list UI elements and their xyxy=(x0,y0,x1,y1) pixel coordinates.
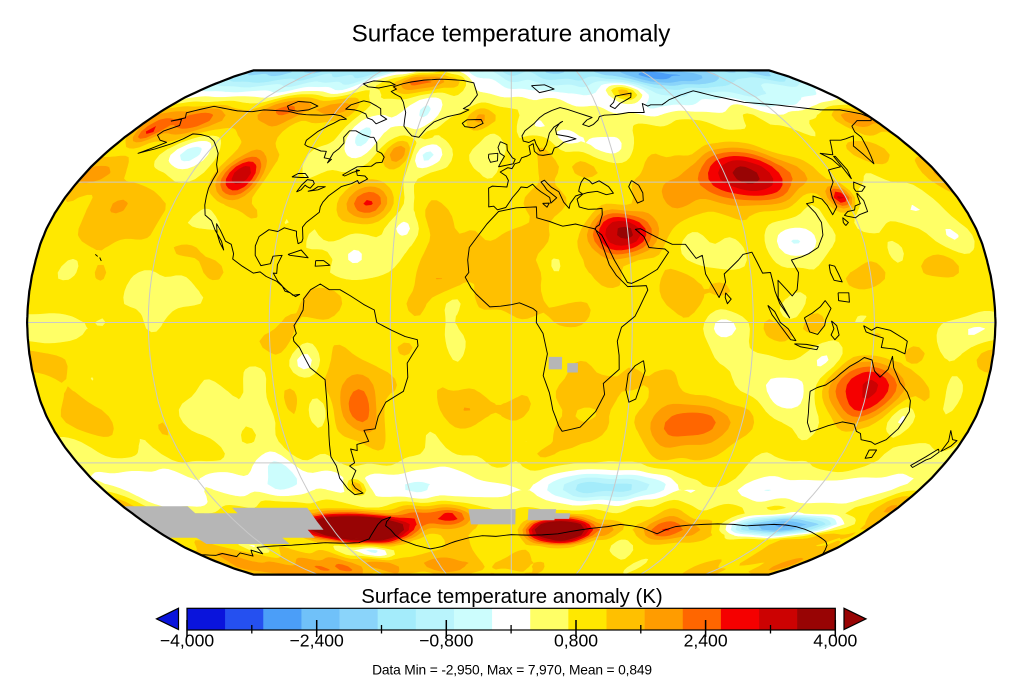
svg-text:0,800: 0,800 xyxy=(554,631,598,651)
svg-text:2,400: 2,400 xyxy=(684,631,728,651)
svg-text:−0,800: −0,800 xyxy=(419,631,474,651)
svg-text:−4,000: −4,000 xyxy=(160,631,215,651)
svg-text:Data Min = -2,950, Max = 7,970: Data Min = -2,950, Max = 7,970, Mean = 0… xyxy=(372,663,652,678)
svg-text:Surface temperature anomaly (K: Surface temperature anomaly (K) xyxy=(361,586,662,608)
svg-text:4,000: 4,000 xyxy=(813,631,857,651)
svg-text:−2,400: −2,400 xyxy=(290,631,345,651)
svg-text:Surface temperature anomaly: Surface temperature anomaly xyxy=(352,21,672,48)
